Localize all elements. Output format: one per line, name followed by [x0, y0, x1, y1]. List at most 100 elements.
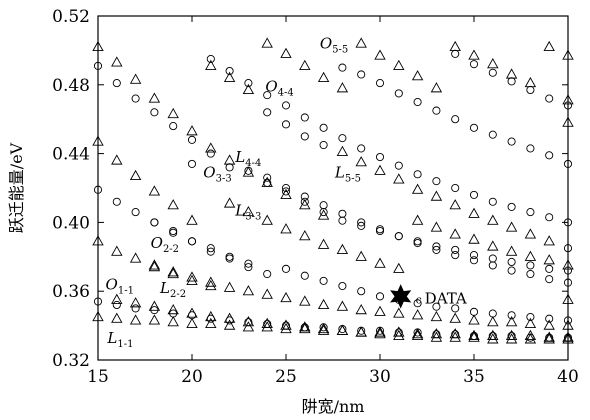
triangle-point [505, 221, 518, 232]
triangle-point [411, 214, 424, 225]
circle-point [169, 122, 178, 131]
circle-point [526, 144, 535, 153]
triangle-point [468, 331, 480, 342]
x-ticks: 15 20 25 30 35 40 [87, 16, 579, 387]
curve-label-main: L [234, 202, 245, 220]
triangle-point [242, 321, 255, 332]
triangle-point [543, 40, 555, 52]
triangle-point [148, 314, 161, 325]
curve-label: O2-2 [151, 234, 179, 255]
triangle-point [111, 293, 123, 304]
triangle-point [524, 333, 537, 344]
triangle-point [299, 59, 311, 70]
triangle-point [223, 197, 236, 208]
triangle-point [186, 274, 198, 285]
curve-label-main: L [106, 329, 117, 347]
curve-label: O3-3 [203, 164, 231, 185]
triangle-point [317, 322, 330, 334]
triangle-point [393, 173, 405, 184]
circle-point [507, 266, 516, 275]
triangle-point [242, 83, 255, 95]
curve-label-main: L [159, 279, 170, 297]
triangle-point [468, 207, 480, 218]
circle-point [507, 137, 516, 146]
curve-label-main: L [334, 164, 345, 182]
circle-point [225, 252, 234, 261]
circle-point [244, 259, 253, 268]
y-tick-label: 0.48 [52, 76, 90, 96]
triangle-point [186, 125, 198, 136]
circle-point [281, 264, 291, 273]
circle-point [263, 319, 272, 328]
triangle-point [355, 250, 367, 261]
circle-point [507, 257, 516, 267]
curve-label: O5-5 [320, 35, 348, 56]
triangle-point [148, 300, 161, 311]
x-tick-label: 20 [181, 367, 203, 387]
triangle-point [487, 58, 499, 69]
circle-point [225, 66, 234, 76]
circle-point [319, 323, 328, 332]
triangle-point [374, 305, 386, 316]
triangle-point [242, 166, 255, 177]
curve-label-sub: 1-1 [118, 285, 134, 296]
circle-point [526, 208, 535, 217]
curve-label-main: O [320, 35, 332, 53]
triangle-point [186, 271, 198, 282]
triangle-point [129, 297, 142, 308]
circle-point [244, 166, 253, 175]
circle-point [225, 163, 234, 172]
triangle-point [280, 47, 292, 58]
circle-point [507, 202, 516, 211]
triangle-point [261, 37, 273, 48]
triangle-point [317, 238, 330, 249]
circle-point [413, 170, 422, 179]
triangle-point [393, 59, 405, 70]
triangle-point [167, 267, 179, 279]
circle-point [357, 221, 366, 230]
circle-point [263, 173, 272, 182]
curve-label-sub: 4-4 [278, 88, 294, 99]
triangle-point [148, 260, 161, 272]
triangle-point [299, 230, 311, 241]
triangle-point [430, 82, 443, 93]
circle-point [432, 177, 441, 186]
triangle-point [355, 37, 367, 48]
circle-point [281, 120, 291, 129]
circle-point [488, 68, 497, 77]
circle-point [469, 256, 479, 265]
triangle-point [317, 298, 330, 310]
curve-label-main: O [106, 275, 118, 293]
curve-label: O1-1 [106, 275, 134, 296]
curve-label: O4-4 [265, 78, 293, 99]
triangle-point [505, 68, 518, 79]
circle-point [225, 316, 234, 325]
x-tick-label: 25 [275, 367, 297, 387]
circle-point [357, 218, 366, 227]
circle-point [338, 209, 347, 218]
triangle-point [468, 233, 480, 244]
circle-point [357, 144, 366, 153]
circle-point [338, 324, 347, 334]
data-star-marker [390, 284, 412, 309]
circle-point [545, 213, 554, 222]
triangle-point [261, 214, 273, 225]
y-tick-label: 0.32 [52, 351, 90, 371]
circle-point [469, 123, 479, 132]
circle-point [488, 309, 497, 318]
circle-point [263, 108, 272, 117]
data-label: DATA [425, 289, 467, 307]
triangle-point [449, 312, 461, 323]
triangle-point [111, 154, 123, 165]
triangle-point [167, 303, 179, 315]
triangle-point [280, 223, 292, 234]
circle-point [432, 302, 441, 311]
circle-point [112, 79, 121, 88]
triangle-point [129, 252, 142, 263]
curve-label-sub: 4-4 [245, 158, 261, 169]
triangle-point [336, 82, 349, 93]
circle-point [206, 247, 215, 256]
circle-point [488, 130, 497, 139]
triangle-point [411, 183, 424, 194]
curve-label-sub: 2-2 [163, 244, 179, 255]
